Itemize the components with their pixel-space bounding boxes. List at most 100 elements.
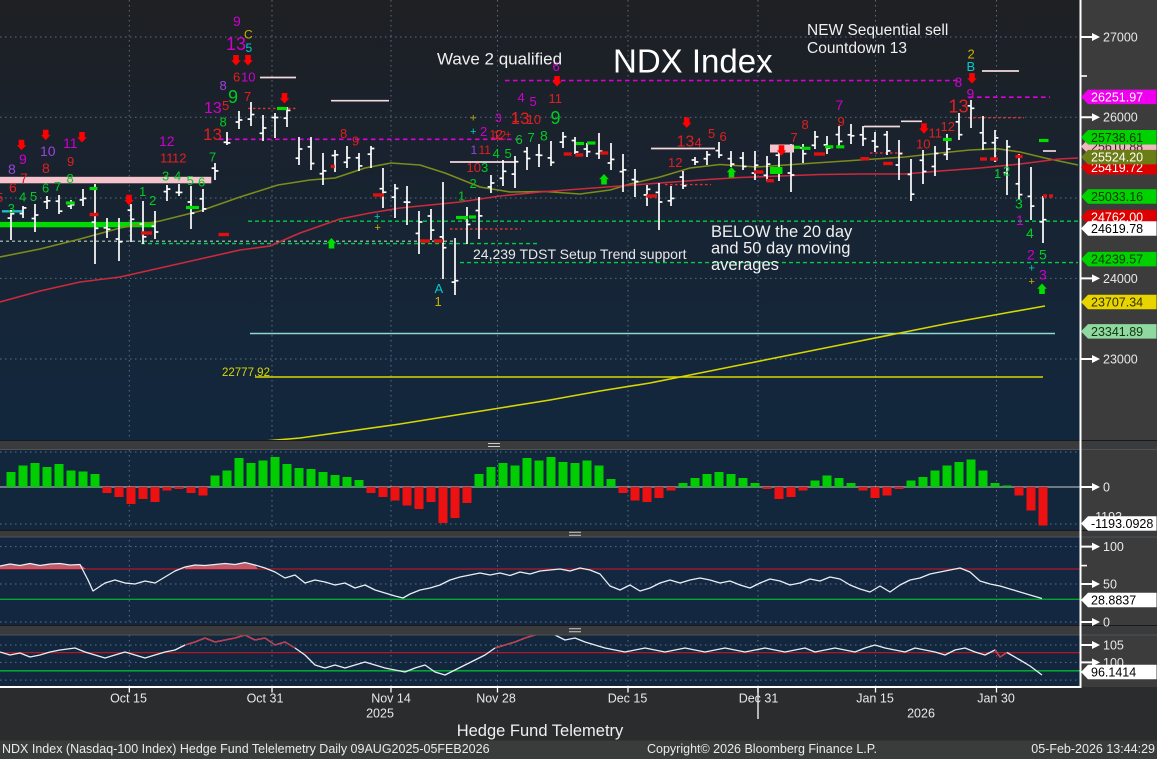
- svg-text:6: 6: [9, 180, 17, 196]
- svg-text:6: 6: [233, 70, 240, 85]
- svg-text:2025: 2025: [366, 707, 394, 721]
- svg-text:8: 8: [8, 161, 16, 177]
- svg-text:9: 9: [67, 154, 74, 169]
- svg-text:Oct 31: Oct 31: [247, 692, 284, 706]
- svg-text:9: 9: [19, 151, 27, 167]
- svg-text:2: 2: [1003, 164, 1010, 179]
- svg-text:1: 1: [458, 189, 465, 204]
- svg-text:+: +: [470, 126, 476, 138]
- svg-text:8: 8: [540, 128, 548, 144]
- svg-text:2026: 2026: [907, 707, 935, 721]
- svg-text:Dec 31: Dec 31: [739, 692, 779, 706]
- svg-text:5: 5: [0, 190, 3, 205]
- svg-text:5: 5: [187, 173, 194, 188]
- svg-text:7: 7: [209, 150, 216, 165]
- svg-text:Wave 2 qualified: Wave 2 qualified: [437, 50, 562, 69]
- svg-text:NDX Index: NDX Index: [613, 43, 773, 80]
- svg-text:B: B: [967, 59, 976, 74]
- svg-text:12: 12: [490, 128, 504, 142]
- svg-text:1: 1: [471, 143, 478, 157]
- svg-text:1: 1: [1016, 212, 1024, 228]
- svg-text:7: 7: [791, 130, 798, 145]
- svg-text:8: 8: [67, 171, 74, 186]
- svg-text:11: 11: [929, 126, 943, 141]
- svg-text:NEW Sequential sell: NEW Sequential sell: [807, 22, 948, 39]
- svg-text:26000: 26000: [1103, 111, 1138, 125]
- svg-text:Copyright© 2026 Bloomberg Fina: Copyright© 2026 Bloomberg Finance L.P.: [647, 742, 877, 756]
- svg-text:9: 9: [228, 87, 238, 107]
- svg-text:23000: 23000: [1103, 353, 1138, 367]
- svg-text:Countdown 13: Countdown 13: [807, 40, 907, 57]
- svg-text:13: 13: [204, 100, 222, 117]
- svg-text:Jan 15: Jan 15: [856, 692, 894, 706]
- svg-text:13: 13: [511, 109, 530, 128]
- svg-text:1: 1: [994, 166, 1001, 181]
- svg-text:5: 5: [222, 98, 229, 113]
- svg-text:C: C: [244, 28, 253, 42]
- svg-text:10: 10: [467, 160, 481, 175]
- svg-text:05-Feb-2026 13:44:29: 05-Feb-2026 13:44:29: [1031, 742, 1155, 756]
- svg-text:8: 8: [220, 78, 227, 93]
- svg-text:+: +: [1029, 276, 1035, 288]
- svg-text:1: 1: [139, 184, 146, 199]
- svg-text:11: 11: [160, 151, 174, 166]
- svg-text:25033.16: 25033.16: [1091, 190, 1143, 204]
- svg-text:8: 8: [955, 74, 963, 90]
- svg-text:0: 0: [1103, 481, 1110, 495]
- svg-text:6: 6: [516, 132, 523, 147]
- svg-text:7: 7: [20, 170, 28, 186]
- svg-text:2: 2: [1027, 247, 1035, 263]
- svg-text:5: 5: [708, 126, 715, 141]
- svg-text:9: 9: [551, 108, 561, 128]
- svg-text:10: 10: [527, 112, 541, 127]
- svg-text:23707.34: 23707.34: [1091, 296, 1143, 310]
- svg-text:+: +: [374, 211, 380, 223]
- svg-text:50: 50: [1103, 578, 1117, 592]
- svg-text:9: 9: [233, 13, 241, 29]
- svg-text:12: 12: [941, 119, 955, 134]
- svg-text:+: +: [375, 222, 381, 234]
- svg-text:9: 9: [967, 86, 975, 102]
- svg-text:3: 3: [1015, 196, 1023, 212]
- svg-text:12: 12: [668, 155, 682, 170]
- svg-text:4: 4: [174, 168, 181, 183]
- svg-text:3: 3: [1039, 267, 1047, 283]
- svg-text:6: 6: [42, 181, 49, 196]
- svg-text:3: 3: [162, 168, 169, 183]
- svg-text:2: 2: [968, 47, 975, 62]
- svg-text:27000: 27000: [1103, 31, 1138, 45]
- svg-text:4: 4: [1026, 225, 1034, 241]
- svg-text:8: 8: [220, 115, 227, 130]
- svg-text:100: 100: [1103, 540, 1124, 554]
- svg-text:13: 13: [949, 97, 969, 117]
- svg-text:2: 2: [470, 176, 477, 191]
- svg-text:105: 105: [1103, 639, 1124, 653]
- svg-text:24762.00: 24762.00: [1091, 211, 1143, 225]
- svg-text:22777.92: 22777.92: [222, 367, 270, 379]
- svg-text:13: 13: [226, 34, 246, 54]
- svg-text:A: A: [435, 281, 444, 296]
- svg-text:10: 10: [916, 137, 930, 152]
- svg-text:8: 8: [42, 160, 50, 176]
- svg-text:9: 9: [352, 134, 359, 149]
- svg-text:26251.97: 26251.97: [1091, 91, 1143, 105]
- svg-text:13: 13: [677, 134, 695, 151]
- svg-text:23341.89: 23341.89: [1091, 325, 1143, 339]
- svg-text:8: 8: [340, 126, 347, 141]
- svg-text:4: 4: [695, 135, 702, 150]
- svg-text:11: 11: [63, 135, 78, 151]
- svg-text:Hedge Fund Telemetry: Hedge Fund Telemetry: [457, 722, 624, 740]
- svg-text:4: 4: [19, 190, 26, 205]
- svg-text:Oct 15: Oct 15: [110, 692, 147, 706]
- svg-text:5: 5: [530, 94, 537, 109]
- svg-text:13: 13: [203, 125, 222, 144]
- svg-text:7: 7: [528, 130, 535, 145]
- svg-text:Nov 28: Nov 28: [476, 692, 516, 706]
- svg-text:24239.57: 24239.57: [1091, 253, 1143, 267]
- svg-text:8: 8: [802, 117, 809, 132]
- svg-text:11: 11: [549, 91, 563, 106]
- svg-text:BELOW the 20 day: BELOW the 20 day: [711, 223, 853, 241]
- svg-text:25524.20: 25524.20: [1091, 151, 1143, 165]
- svg-text:7: 7: [54, 179, 61, 194]
- svg-text:12: 12: [493, 129, 507, 143]
